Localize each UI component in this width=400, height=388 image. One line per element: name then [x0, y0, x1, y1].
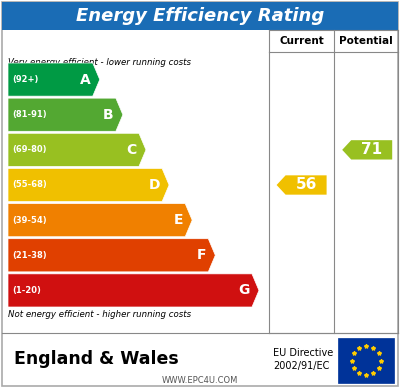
Polygon shape	[8, 274, 259, 307]
Polygon shape	[8, 98, 123, 131]
Text: E: E	[174, 213, 183, 227]
Polygon shape	[8, 239, 215, 272]
Text: Energy Efficiency Rating: Energy Efficiency Rating	[76, 7, 324, 25]
Text: Potential: Potential	[339, 36, 393, 46]
Text: F: F	[197, 248, 206, 262]
Text: 2002/91/EC: 2002/91/EC	[273, 360, 329, 371]
Text: (21-38): (21-38)	[12, 251, 47, 260]
Text: Not energy efficient - higher running costs: Not energy efficient - higher running co…	[8, 310, 191, 319]
Text: EU Directive: EU Directive	[273, 348, 333, 359]
Bar	[338, 338, 394, 383]
Text: G: G	[238, 283, 250, 298]
Polygon shape	[8, 168, 169, 202]
Polygon shape	[342, 140, 392, 159]
Text: Very energy efficient - lower running costs: Very energy efficient - lower running co…	[8, 58, 191, 67]
Text: A: A	[80, 73, 91, 87]
Text: WWW.EPC4U.COM: WWW.EPC4U.COM	[162, 376, 238, 385]
Text: (92+): (92+)	[12, 75, 38, 84]
Text: D: D	[148, 178, 160, 192]
Text: (55-68): (55-68)	[12, 180, 47, 189]
Bar	[2, 2, 398, 30]
Polygon shape	[8, 133, 146, 166]
Text: C: C	[127, 143, 137, 157]
Polygon shape	[8, 63, 100, 96]
Text: England & Wales: England & Wales	[14, 350, 179, 369]
Text: (69-80): (69-80)	[12, 146, 46, 154]
Text: B: B	[103, 108, 114, 122]
Polygon shape	[8, 204, 192, 237]
Text: 71: 71	[361, 142, 382, 158]
Text: (81-91): (81-91)	[12, 110, 47, 119]
Text: (1-20): (1-20)	[12, 286, 41, 295]
Text: Current: Current	[279, 36, 324, 46]
Text: 56: 56	[296, 177, 317, 192]
Text: (39-54): (39-54)	[12, 216, 47, 225]
Polygon shape	[277, 175, 327, 195]
